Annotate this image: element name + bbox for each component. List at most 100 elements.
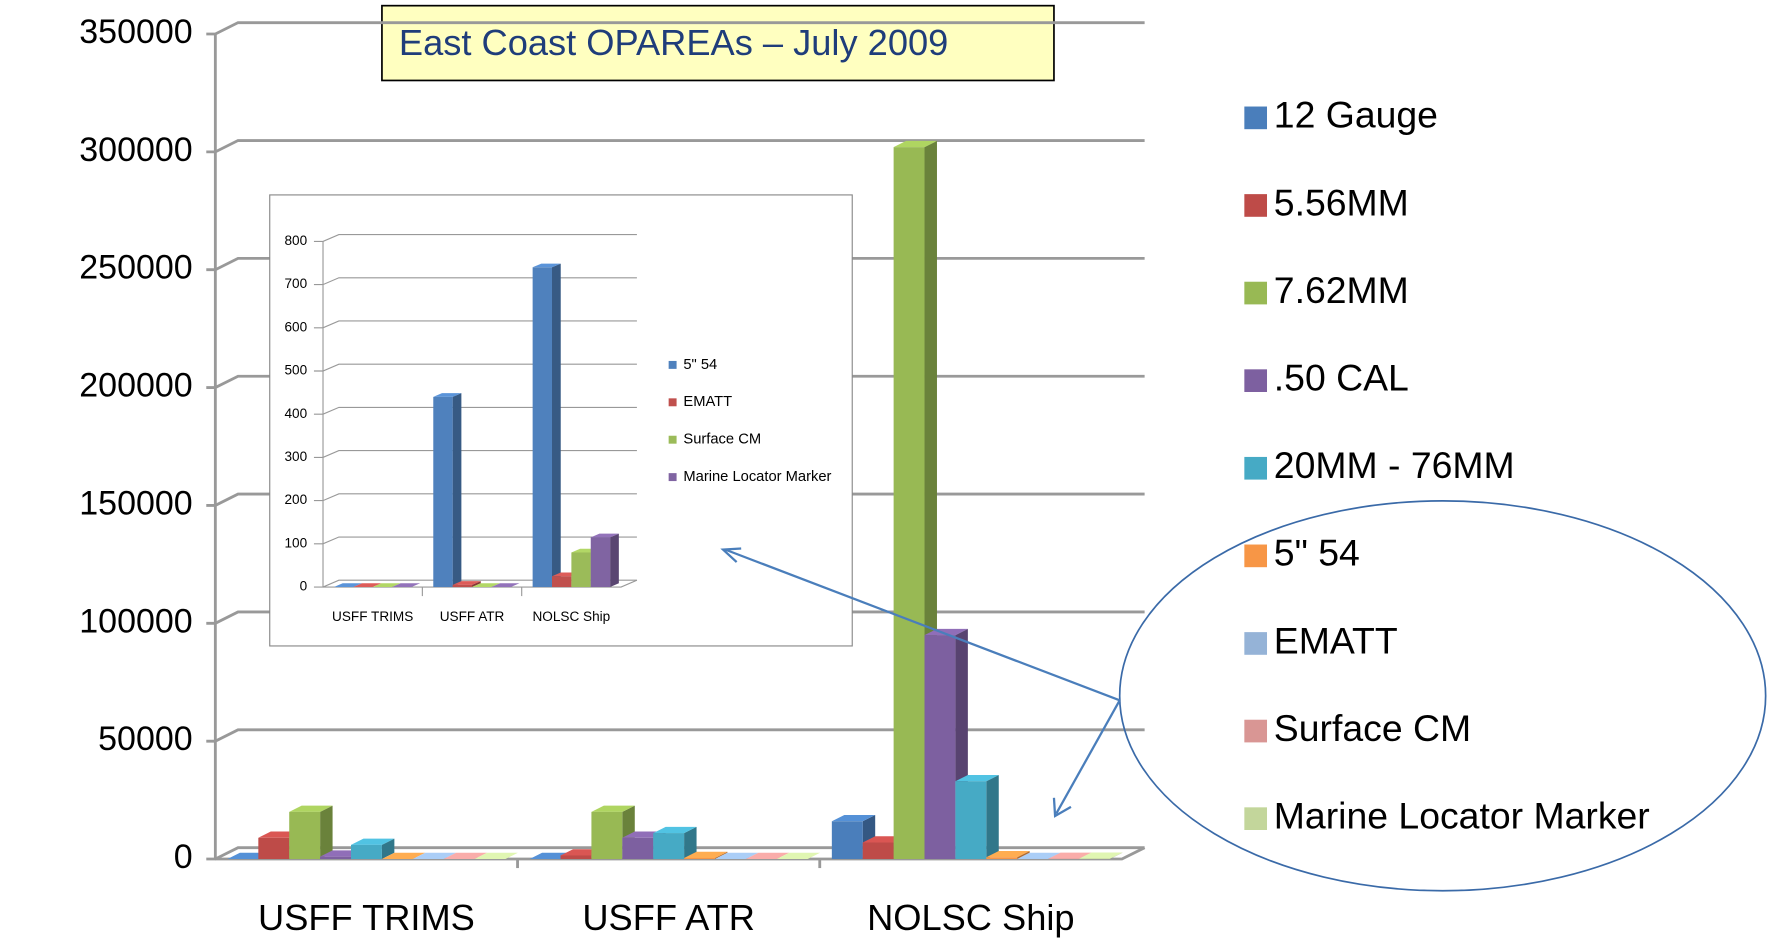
bar-top xyxy=(1078,852,1123,859)
x-tick-label: USFF TRIMS xyxy=(258,897,475,938)
bar-top xyxy=(1017,852,1061,859)
bar-front xyxy=(684,857,715,860)
bar-top xyxy=(684,851,728,858)
bar xyxy=(289,805,333,860)
x-tick-label: NOLSC Ship xyxy=(533,609,611,624)
y-tick-label: 800 xyxy=(284,233,307,248)
bar-top xyxy=(289,805,333,812)
title-box xyxy=(381,4,1055,82)
y-tick-label: 200000 xyxy=(79,367,192,405)
y-tick-label: 300000 xyxy=(79,131,192,169)
bar-front xyxy=(452,584,473,588)
bar-top xyxy=(452,581,481,585)
y-tick-label: 600 xyxy=(284,319,307,334)
bar-top xyxy=(955,774,999,782)
y-tick-label: 0 xyxy=(174,838,193,876)
bar xyxy=(986,851,1030,860)
chart-title: East Coast OPAREAs – July 2009 xyxy=(399,22,948,63)
bar-front xyxy=(591,811,623,860)
y-tick-label: 100 xyxy=(284,535,307,550)
bar-front xyxy=(862,842,894,860)
bar-side xyxy=(745,852,759,860)
bar-side xyxy=(684,826,697,860)
bar-top xyxy=(1048,852,1092,859)
bar xyxy=(532,263,561,588)
arrow xyxy=(724,548,1121,702)
bar xyxy=(684,851,728,860)
bar-top xyxy=(776,852,821,860)
y-tick-label: 0 xyxy=(300,579,308,594)
callout-ellipse xyxy=(1118,500,1767,892)
legend-label: 5.56MM xyxy=(1274,181,1409,223)
bar-top xyxy=(353,583,382,588)
bar-front xyxy=(986,857,1018,860)
bar-top xyxy=(433,393,462,397)
legend-swatch xyxy=(1244,456,1268,480)
bar-top xyxy=(831,815,876,822)
y-tick-label: 500 xyxy=(284,363,307,378)
bar-side xyxy=(714,851,728,860)
bar xyxy=(1078,852,1123,860)
legend-label: 20MM - 76MM xyxy=(1274,444,1515,486)
bar xyxy=(372,583,401,588)
grid-line xyxy=(206,139,1145,154)
bar-front xyxy=(590,537,611,588)
bar-top xyxy=(653,826,697,834)
legend-swatch xyxy=(1244,106,1268,130)
legend-swatch xyxy=(668,360,677,369)
bar xyxy=(590,533,619,588)
legend-swatch xyxy=(1244,807,1268,830)
legend-label: 7.62MM xyxy=(1274,269,1409,311)
grid-line xyxy=(313,277,637,286)
legend-label: EMATT xyxy=(683,394,732,410)
bar xyxy=(392,583,421,588)
bar-top xyxy=(474,852,518,860)
legend-swatch xyxy=(1244,632,1268,655)
legend-swatch xyxy=(1244,281,1268,305)
bar-top xyxy=(443,852,488,860)
bar-top xyxy=(392,583,421,588)
legend-label: Surface CM xyxy=(683,432,761,448)
bar-front xyxy=(571,552,591,588)
bar xyxy=(351,838,395,860)
grid-line xyxy=(313,493,637,502)
legend-swatch xyxy=(1244,194,1268,217)
bar-front xyxy=(258,837,290,860)
bar-front xyxy=(653,833,685,860)
arrow-head xyxy=(720,547,742,563)
bar-front xyxy=(351,844,382,860)
y-tick-label: 200 xyxy=(284,492,307,507)
bar-top xyxy=(472,583,501,588)
grid-line xyxy=(313,320,637,329)
bar-top xyxy=(591,805,635,812)
legend-label: 12 Gauge xyxy=(1274,94,1438,136)
legend-label: Marine Locator Marker xyxy=(683,469,831,485)
bar-top xyxy=(412,852,457,860)
inset-chart: 0 100 200 300 400 500 600 700 800 USFF TRIMS USFF … xyxy=(284,233,831,624)
y-tick-label: 400 xyxy=(284,406,307,421)
bar xyxy=(776,852,821,860)
bar xyxy=(472,583,501,588)
legend-label: Surface CM xyxy=(1274,707,1471,749)
legend-label: EMATT xyxy=(1274,619,1398,661)
bar xyxy=(433,393,462,588)
y-tick-label: 50000 xyxy=(98,720,193,758)
grid-line xyxy=(313,234,637,242)
bar xyxy=(443,852,488,860)
bar xyxy=(653,826,697,860)
bar xyxy=(452,581,481,588)
bar-side xyxy=(381,838,395,860)
legend-swatch xyxy=(668,473,677,482)
bar-top xyxy=(381,852,426,860)
bar-front xyxy=(552,576,572,588)
bar-front xyxy=(320,856,352,860)
bar-side xyxy=(1017,851,1030,860)
bar-top xyxy=(986,851,1030,858)
x-tick-label: USFF TRIMS xyxy=(332,609,413,624)
bar-side xyxy=(986,774,999,860)
bar-front xyxy=(831,821,863,860)
bar-top xyxy=(714,852,759,859)
grid-line xyxy=(313,406,637,415)
legend-swatch xyxy=(1244,369,1268,392)
legend-swatch xyxy=(1244,544,1268,568)
